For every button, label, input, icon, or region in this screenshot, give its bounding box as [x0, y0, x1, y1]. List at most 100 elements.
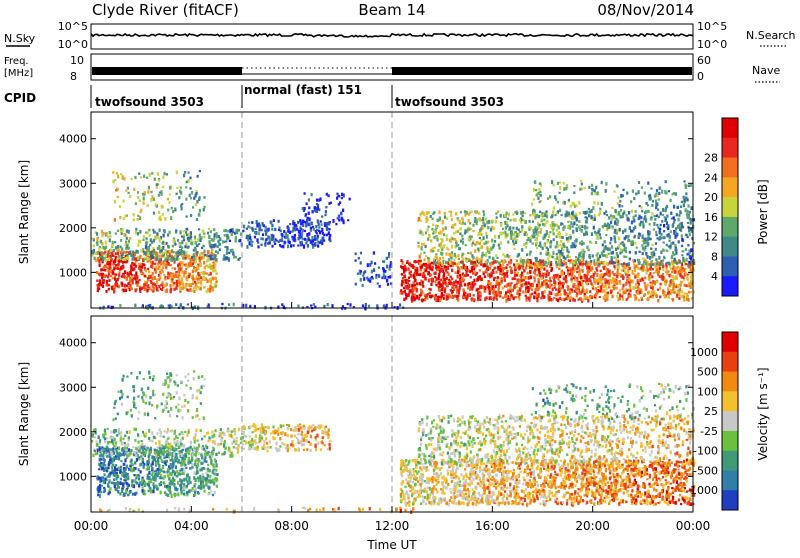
echo-cell [655, 202, 657, 205]
echo-cell [453, 282, 455, 286]
echo-cell [590, 242, 592, 244]
echo-cell [662, 236, 664, 239]
echo-cell [143, 264, 145, 266]
echo-cell [117, 175, 119, 179]
echo-cell [547, 257, 549, 260]
echo-cell [458, 288, 460, 291]
echo-cell [513, 238, 515, 240]
echo-cell [308, 232, 310, 236]
echo-cell [567, 285, 569, 288]
echo-cell [175, 286, 177, 290]
echo-cell [120, 173, 122, 175]
echo-cell [493, 227, 495, 230]
echo-cell [416, 295, 418, 298]
echo-cell [129, 195, 131, 198]
echo-cell [186, 215, 188, 217]
echo-cell [143, 197, 145, 201]
echo-cell [557, 182, 559, 185]
echo-cell [512, 214, 514, 216]
echo-cell [185, 198, 187, 201]
echo-cell [588, 279, 590, 281]
echo-cell [161, 288, 163, 291]
echo-cell [653, 222, 655, 226]
echo-cell [123, 217, 125, 220]
echo-cell [317, 244, 319, 247]
echo-cell [170, 264, 172, 266]
echo-cell [147, 252, 149, 256]
echo-cell [484, 290, 486, 292]
echo-cell [130, 287, 132, 290]
echo-cell [605, 288, 607, 290]
echo-cell [120, 239, 122, 242]
echo-cell [119, 304, 121, 307]
echo-cell [133, 189, 135, 191]
echo-cell [170, 274, 172, 278]
echo-cell [572, 202, 574, 206]
echo-cell [433, 272, 435, 274]
echo-cell [605, 234, 607, 236]
echo-cell [106, 251, 108, 253]
echo-cell [623, 262, 625, 265]
echo-cell [670, 212, 672, 215]
echo-cell [518, 268, 520, 270]
echo-cell [101, 256, 103, 260]
echo-cell [559, 236, 561, 239]
echo-cell [452, 226, 454, 229]
echo-cell [206, 272, 208, 274]
echo-cell [633, 264, 635, 267]
echo-cell [625, 283, 627, 286]
echo-cell [327, 303, 329, 306]
echo-cell [610, 237, 612, 241]
echo-cell [548, 234, 550, 238]
echo-cell [180, 187, 182, 189]
echo-cell [543, 268, 545, 271]
echo-cell [633, 197, 635, 200]
colorbar-segment [722, 118, 738, 138]
echo-cell [117, 251, 119, 255]
echo-cell [166, 173, 168, 175]
echo-cell [674, 270, 676, 274]
echo-cell [557, 299, 559, 302]
echo-cell [439, 298, 441, 302]
echo-cell [364, 270, 366, 273]
echo-cell [470, 276, 472, 278]
echo-cell [619, 273, 621, 277]
echo-cell [408, 284, 410, 288]
echo-cell [552, 223, 554, 226]
frequency-band-0000-0600 [92, 67, 242, 75]
echo-cell [613, 282, 615, 285]
echo-cell [425, 232, 427, 235]
echo-cell [167, 209, 169, 212]
echo-cell [642, 263, 644, 266]
echo-cell [206, 290, 208, 294]
echo-cell [211, 266, 213, 269]
echo-cell [306, 233, 308, 237]
echo-cell [684, 292, 686, 294]
echo-cell [193, 257, 195, 261]
echo-cell [226, 234, 228, 237]
echo-cell [487, 226, 489, 229]
echo-cell [489, 267, 491, 270]
echo-cell [631, 221, 633, 225]
echo-cell [685, 263, 687, 265]
echo-cell [482, 217, 484, 221]
echo-cell [685, 192, 687, 195]
echo-cell [603, 261, 605, 265]
echo-cell [115, 246, 117, 249]
echo-cell [133, 218, 135, 221]
echo-cell [186, 181, 188, 184]
echo-cell [630, 240, 632, 244]
echo-cell [662, 214, 664, 216]
echo-cell [285, 236, 287, 240]
echo-cell [308, 198, 310, 201]
echo-cell [687, 236, 689, 238]
echo-cell [103, 246, 105, 249]
echo-cell [571, 212, 573, 215]
echo-cell [292, 227, 294, 231]
echo-cell [258, 231, 260, 235]
echo-cell [652, 296, 654, 298]
echo-cell [285, 232, 287, 236]
echo-cell [425, 269, 427, 273]
echo-cell [678, 224, 680, 228]
echo-cell [560, 240, 562, 243]
